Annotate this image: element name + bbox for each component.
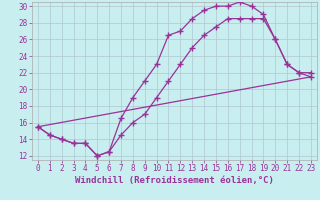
X-axis label: Windchill (Refroidissement éolien,°C): Windchill (Refroidissement éolien,°C) — [75, 176, 274, 185]
